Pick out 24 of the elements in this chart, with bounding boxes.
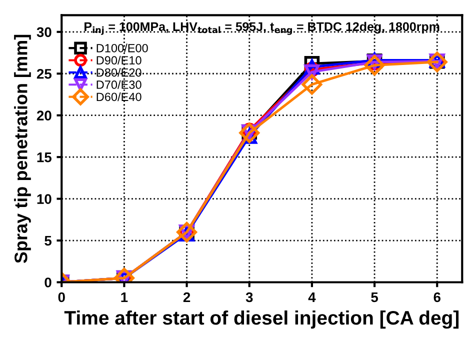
y-tick-label: 30 <box>36 27 52 38</box>
legend-label: D90/E10 <box>96 56 142 65</box>
y-tick-label: 5 <box>44 236 52 246</box>
legend-label: D80/E20 <box>96 68 142 77</box>
x-tick-label: 2 <box>183 292 190 302</box>
annotation: P$_{inj}$ = 100MPa, LHV$_{total}$ = 595J, t$_{eng}$ = BTDC 12deg, 1800rpm <box>84 22 440 35</box>
y-tick-label: 15 <box>37 152 52 162</box>
point <box>302 74 322 95</box>
x-tick-label: 1 <box>121 292 128 302</box>
x-tick-label: 3 <box>246 292 253 302</box>
legend-label: D60/E40 <box>96 92 142 102</box>
x-tick-label: 6 <box>434 292 440 302</box>
y-axis-title: Spray tip penetration [mm] <box>14 34 31 264</box>
y-tick-label: 25 <box>36 68 52 79</box>
y-tick-label: 10 <box>37 194 52 204</box>
legend-label: D100/E00 <box>96 44 148 52</box>
legend-label: D70/E30 <box>96 80 142 89</box>
x-tick-label: 0 <box>58 292 65 302</box>
x-axis-title: Time after start of diesel injection [CA deg] <box>64 310 459 329</box>
x-tick-label: 4 <box>308 292 316 302</box>
y-tick-label: 0 <box>44 278 52 288</box>
y-tick-label: 20 <box>36 110 52 121</box>
point <box>364 55 385 76</box>
x-tick-label: 5 <box>371 292 378 302</box>
